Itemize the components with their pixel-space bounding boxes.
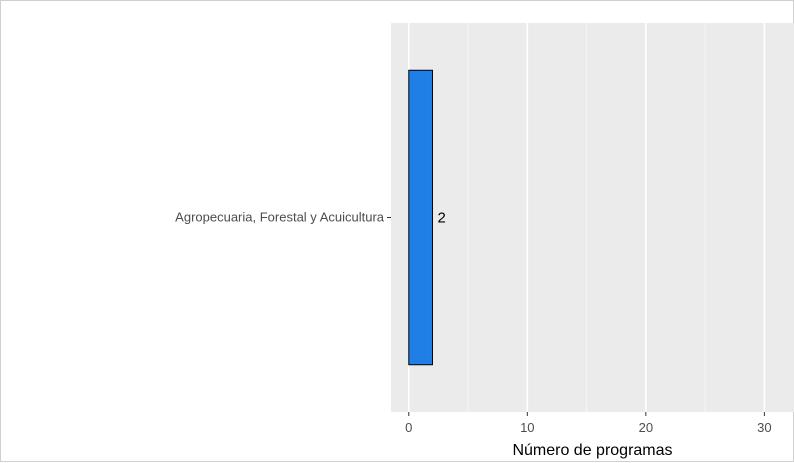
- x-tick-label: 30: [757, 420, 771, 435]
- plot-panel: [391, 23, 794, 412]
- y-tick-label: Agropecuaria, Forestal y Acuicultura: [175, 210, 385, 225]
- x-tick-label: 10: [520, 420, 534, 435]
- y-axis: Agropecuaria, Forestal y Acuicultura: [175, 210, 391, 225]
- x-axis: 0 10 20 30: [405, 412, 772, 435]
- bar-value-label: 2: [437, 210, 445, 227]
- bar: [408, 69, 433, 366]
- x-axis-title: Número de programas: [512, 442, 672, 459]
- x-tick-label: 0: [405, 420, 412, 435]
- x-tick-label: 20: [639, 420, 653, 435]
- bars: [408, 69, 433, 366]
- data-labels: 2: [437, 210, 445, 227]
